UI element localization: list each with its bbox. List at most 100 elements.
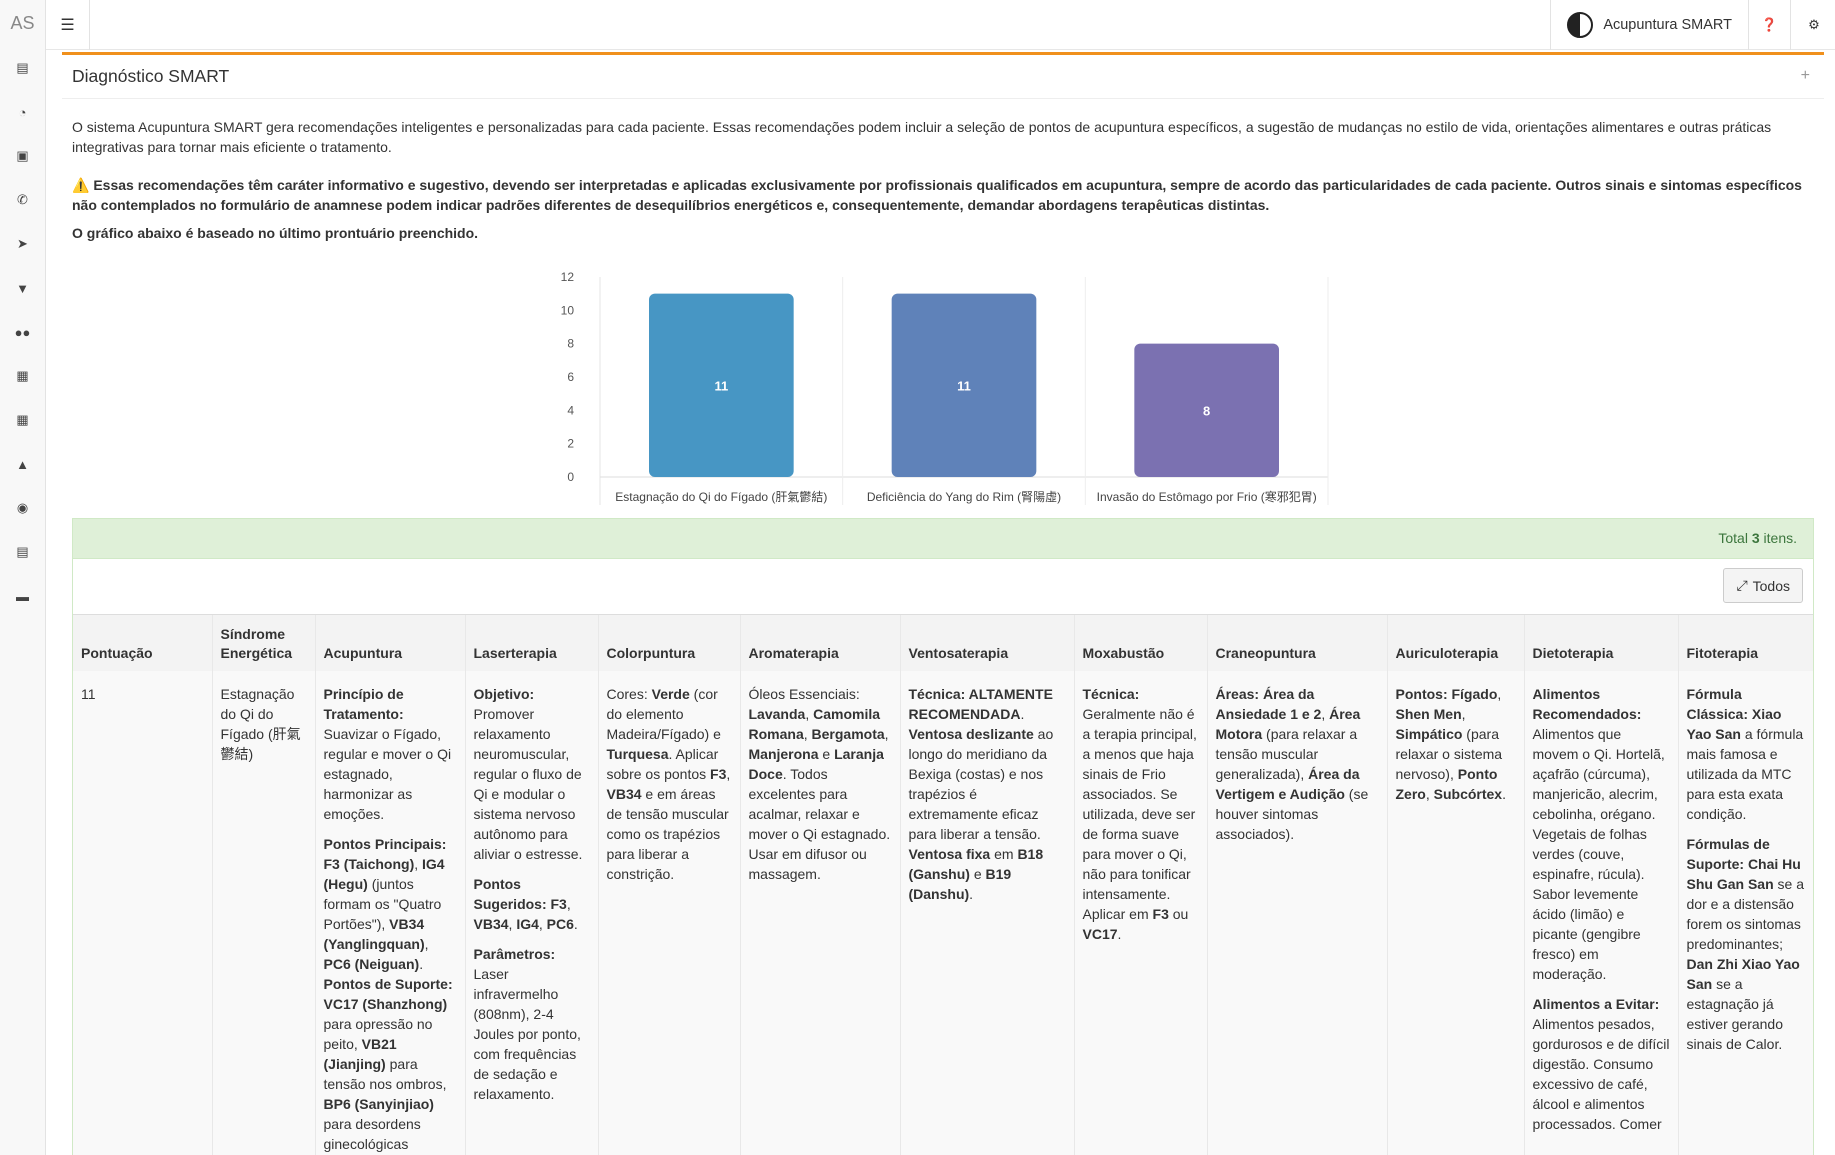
- bold-text: Fórmula Clássica: Xiao Yao San: [1686, 686, 1782, 742]
- bold-text: IG4: [516, 916, 539, 932]
- text: para opressão no peito,: [323, 1016, 433, 1052]
- brand-menu[interactable]: Acupuntura SMART: [1550, 0, 1749, 50]
- bold-text: Pontos Principais: F3 (Taichong): [323, 836, 447, 872]
- bar-chart-icon[interactable]: ▤: [16, 60, 29, 75]
- bold-text: Verde: [651, 686, 690, 702]
- text: Laser infravermelho (808nm), 2-4 Joules …: [473, 966, 581, 1102]
- rocket-icon[interactable]: ➤: [17, 236, 28, 251]
- gears-icon[interactable]: ⚙: [1808, 17, 1820, 32]
- warning-text: ⚠️ Essas recomendações têm caráter infor…: [62, 157, 1824, 215]
- bold-text: Dan Zhi Xiao Yao San: [1686, 956, 1800, 992]
- bold-text: PC6 (Neiguan): [323, 956, 420, 972]
- therapy-cell: Técnica: ALTAMENTE RECOMENDADA. Ventosa …: [900, 671, 1075, 1155]
- bold-text: Objetivo:: [473, 686, 535, 702]
- x-category-label: Invasão do Estômago por Frio (寒邪犯胃): [1097, 489, 1317, 504]
- show-all-button[interactable]: ⤢ Todos: [1723, 568, 1803, 603]
- bold-text: VB34 (Yanglingquan): [323, 916, 425, 952]
- results-table-container: ⤢ Todos Pontuação Síndrome Energética Acupu…: [72, 559, 1814, 1155]
- column-header[interactable]: Aromaterapia: [740, 615, 901, 671]
- text: ,: [1497, 686, 1502, 702]
- column-header[interactable]: Acupuntura: [315, 615, 466, 671]
- money-icon[interactable]: ▣: [16, 148, 29, 163]
- column-header[interactable]: Dietoterapia: [1524, 615, 1679, 671]
- bold-text: Lavanda: [748, 706, 806, 722]
- text: (juntos formam os "Quatro Portões"),: [323, 876, 442, 932]
- text: ,: [803, 726, 812, 742]
- y-tick-label: 4: [567, 403, 574, 417]
- therapy-cell: Fórmula Clássica: Xiao Yao San a fórmula…: [1678, 671, 1813, 1155]
- expand-icon: ⤢: [1736, 577, 1748, 593]
- question-circle-icon[interactable]: ❓: [1749, 0, 1791, 50]
- text: Suavizar o Fígado, regular e mover o Qi …: [323, 726, 452, 822]
- bold-text: VB21 (Jianjing): [323, 1036, 397, 1072]
- column-header[interactable]: Moxabustão: [1074, 615, 1208, 671]
- bold-text: Área da Vertigem e Audição: [1215, 766, 1360, 802]
- app-logo[interactable]: AS: [10, 12, 35, 33]
- map-pin-icon[interactable]: ◉: [16, 500, 29, 515]
- cell-paragraph: Princípio de Tratamento: Suavizar o Fíga…: [324, 684, 457, 824]
- bold-text: Parâmetros:: [473, 946, 556, 962]
- show-all-label: Todos: [1752, 577, 1790, 594]
- bold-text: F3: [1152, 906, 1169, 922]
- users-icon[interactable]: ●●: [14, 324, 31, 340]
- menu-toggle-icon[interactable]: ☰: [46, 0, 90, 50]
- column-header[interactable]: Colorpuntura: [598, 615, 741, 671]
- file-icon[interactable]: ▤: [16, 544, 29, 559]
- cell-paragraph: Óleos Essenciais: Lavanda, Camomila Roma…: [749, 684, 892, 884]
- syndrome-bar-chart: 0 2 4 6 8 10 12 11 Estagnação do Qi do Fígado (肝…: [561, 270, 1329, 505]
- calendar-icon[interactable]: ▦: [16, 368, 29, 383]
- text: ,: [508, 916, 517, 932]
- text: se a dor e a distensão forem os sintomas…: [1686, 876, 1804, 952]
- text: (para relaxar o sistema nervoso),: [1395, 726, 1503, 782]
- filter-icon[interactable]: ▼: [16, 280, 29, 296]
- dashboard-icon[interactable]: ◔: [18, 104, 27, 120]
- bold-text: Laranja Doce: [748, 746, 884, 782]
- bold-text: BP6 (Sanyinjiao): [323, 1096, 434, 1112]
- column-header[interactable]: Fitoterapia: [1678, 615, 1813, 671]
- bold-text: Alimentos a Evitar:: [1532, 996, 1660, 1012]
- sidebar: AS ▤ ◔ ▣ ✆ ➤ ▼ ●● ▦ ▦ ▲ ◉ ▤ ▬: [0, 0, 46, 1155]
- text: ,: [726, 766, 731, 782]
- text: ,: [884, 726, 889, 742]
- text: ,: [1461, 706, 1466, 722]
- bold-text: Manjerona: [748, 746, 819, 762]
- column-header[interactable]: Ventosaterapia: [900, 615, 1075, 671]
- cell-paragraph: Fórmulas de Suporte: Chai Hu Shu Gan San…: [1687, 834, 1807, 1054]
- bold-text: VB34: [606, 786, 642, 802]
- syndrome-cell: Estagnação do Qi do Fígado (肝氣鬱結): [212, 671, 316, 1155]
- text: (cor do elemento Madeira/Fígado) e: [606, 686, 721, 742]
- therapy-cell: Pontos: Fígado, Shen Men, Simpático (par…: [1387, 671, 1525, 1155]
- text: ,: [805, 706, 814, 722]
- bold-text: VC17: [1082, 926, 1118, 942]
- bold-text: Áreas: Área da Ansiedade 1 e 2: [1215, 686, 1322, 722]
- text: Alimentos que movem o Qi. Hortelã, açafr…: [1532, 726, 1665, 982]
- credit-card-icon[interactable]: ▬: [16, 588, 29, 604]
- cell-paragraph: Técnica: ALTAMENTE RECOMENDADA. Ventosa …: [909, 684, 1066, 904]
- x-category-label: Estagnação do Qi do Fígado (肝氣鬱結): [615, 490, 827, 504]
- column-header[interactable]: Síndrome Energética: [212, 615, 316, 671]
- text: .: [573, 916, 578, 932]
- bold-text: Técnica:: [1082, 686, 1140, 702]
- text: Promover relaxamento neuromuscular, regu…: [473, 706, 583, 862]
- whatsapp-icon[interactable]: ✆: [17, 192, 28, 207]
- therapy-cell: Cores: Verde (cor do elemento Madeira/Fí…: [598, 671, 741, 1155]
- summary-count: 3: [1751, 530, 1760, 546]
- column-header[interactable]: Pontuação: [73, 615, 213, 671]
- column-header[interactable]: Craneopuntura: [1207, 615, 1388, 671]
- bar: [1134, 343, 1279, 477]
- column-header[interactable]: Auriculoterapia: [1387, 615, 1525, 671]
- expand-plus-icon[interactable]: +: [1800, 67, 1810, 84]
- text: em: [990, 846, 1018, 862]
- text: Geralmente não é a terapia principal, a …: [1082, 706, 1197, 922]
- y-tick-label: 12: [561, 270, 575, 284]
- bold-text: Shen Men: [1395, 706, 1462, 722]
- column-header[interactable]: Laserterapia: [465, 615, 599, 671]
- text: ,: [414, 856, 423, 872]
- text: .: [419, 956, 424, 972]
- cell-paragraph: Cores: Verde (cor do elemento Madeira/Fí…: [607, 684, 732, 884]
- tree-icon[interactable]: ▲: [16, 456, 29, 472]
- text: ,: [1425, 786, 1434, 802]
- calculator-icon[interactable]: ▦: [16, 412, 29, 427]
- text: ,: [1321, 706, 1330, 722]
- y-tick-label: 8: [567, 337, 574, 351]
